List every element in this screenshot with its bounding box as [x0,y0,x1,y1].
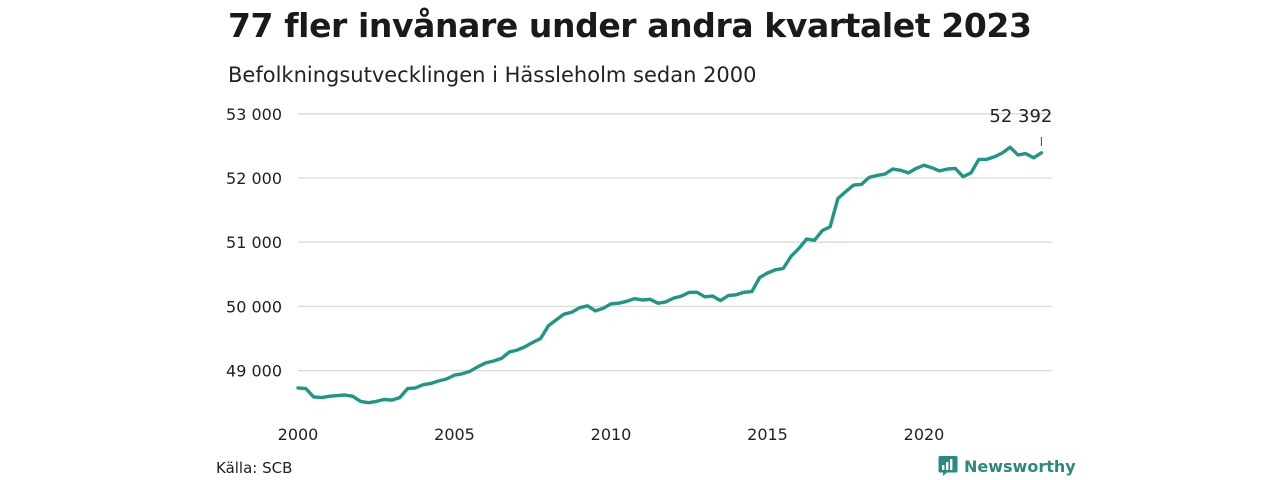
bar-chart-icon [938,456,958,476]
y-tick-label: 51 000 [226,233,282,252]
x-tick-label: 2000 [278,425,319,444]
chart-title: 77 fler invånare under andra kvartalet 2… [228,6,1032,45]
brand-name: Newsworthy [964,456,1076,476]
x-tick-label: 2010 [591,425,632,444]
source-note: Källa: SCB [216,459,293,477]
y-tick-label: 53 000 [226,105,282,124]
end-value-label: 52 392 [989,106,1052,127]
x-tick-label: 2020 [904,425,945,444]
chart-subtitle: Befolkningsutvecklingen i Hässleholm sed… [228,63,757,87]
y-tick-label: 52 000 [226,169,282,188]
x-tick-label: 2015 [747,425,788,444]
x-tick-label: 2005 [434,425,475,444]
newsworthy-logo[interactable]: Newsworthy [938,455,1076,477]
y-tick-label: 50 000 [226,297,282,316]
series-line [296,145,1044,405]
y-tick-label: 49 000 [226,362,282,381]
